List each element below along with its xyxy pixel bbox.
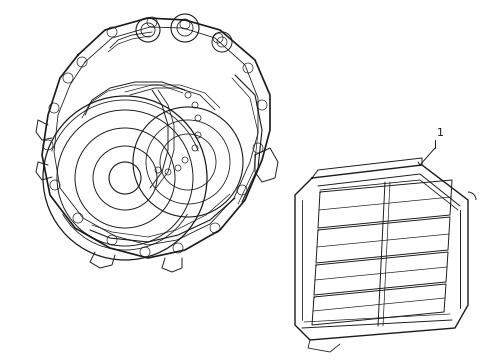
Text: 1: 1 [436, 128, 443, 138]
